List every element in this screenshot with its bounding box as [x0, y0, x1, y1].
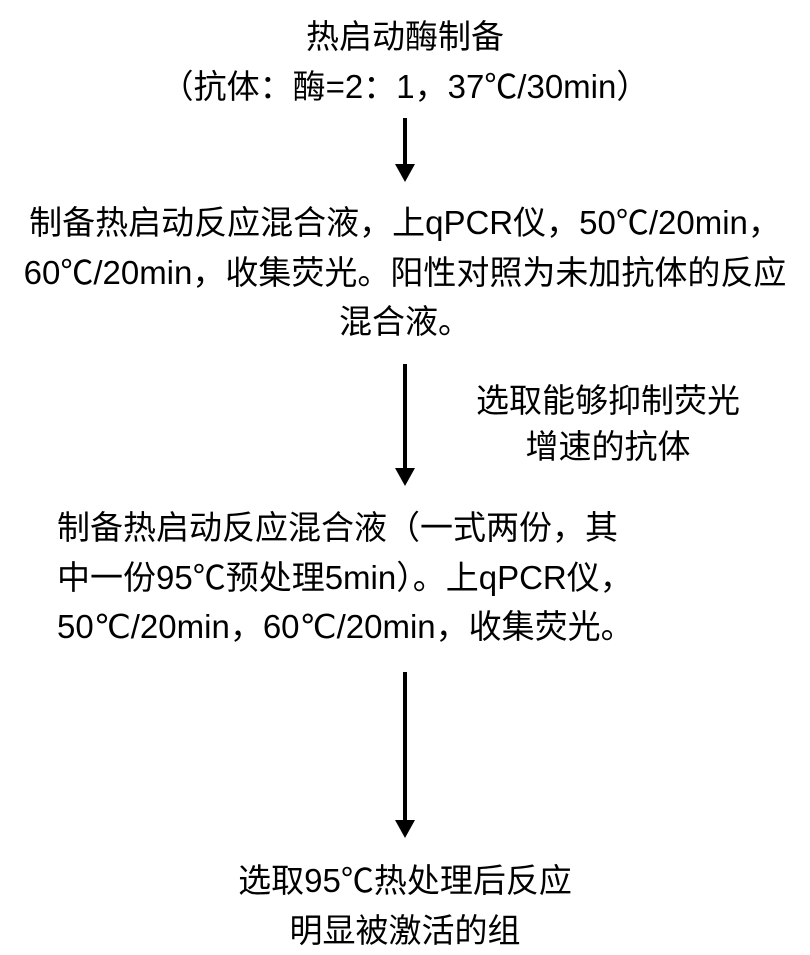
- annotation-1-line-2: 增速的抗体: [438, 424, 778, 470]
- node-4-line-1: 选取95℃热处理后反应: [55, 856, 755, 906]
- flowchart-node-2: 制备热启动反应混合液，上qPCR仪，50℃/20min，60℃/20min，收集…: [20, 198, 790, 347]
- flowchart-node-1: 热启动酶制备 （抗体：酶=2：1，37℃/30min）: [25, 12, 785, 111]
- arrow-down-icon: [390, 118, 420, 182]
- flowchart-node-4: 选取95℃热处理后反应 明显被激活的组: [55, 856, 755, 955]
- arrow-down-icon: [390, 364, 420, 486]
- flowchart-annotation-1: 选取能够抑制荧光 增速的抗体: [438, 378, 778, 470]
- node-3-line-1: 制备热启动反应混合液（一式两份，其: [57, 503, 767, 553]
- flowchart-arrow-2: [390, 364, 420, 491]
- node-4-line-2: 明显被激活的组: [55, 906, 755, 955]
- flowchart-container: 热启动酶制备 （抗体：酶=2：1，37℃/30min） 制备热启动反应混合液，上…: [0, 0, 810, 955]
- node-3-line-3: 50℃/20min，60℃/20min，收集荧光。: [57, 602, 767, 652]
- node-1-line-1: 热启动酶制备: [25, 12, 785, 62]
- flowchart-arrow-3: [390, 672, 420, 843]
- annotation-1-line-1: 选取能够抑制荧光: [438, 378, 778, 424]
- node-2-text: 制备热启动反应混合液，上qPCR仪，50℃/20min，60℃/20min，收集…: [24, 204, 787, 340]
- flowchart-node-3: 制备热启动反应混合液（一式两份，其 中一份95℃预处理5min）。上qPCR仪，…: [25, 503, 785, 652]
- flowchart-arrow-1: [390, 118, 420, 187]
- node-3-line-2: 中一份95℃预处理5min）。上qPCR仪，: [57, 553, 767, 603]
- node-1-line-2: （抗体：酶=2：1，37℃/30min）: [25, 62, 785, 112]
- arrow-down-icon: [390, 672, 420, 838]
